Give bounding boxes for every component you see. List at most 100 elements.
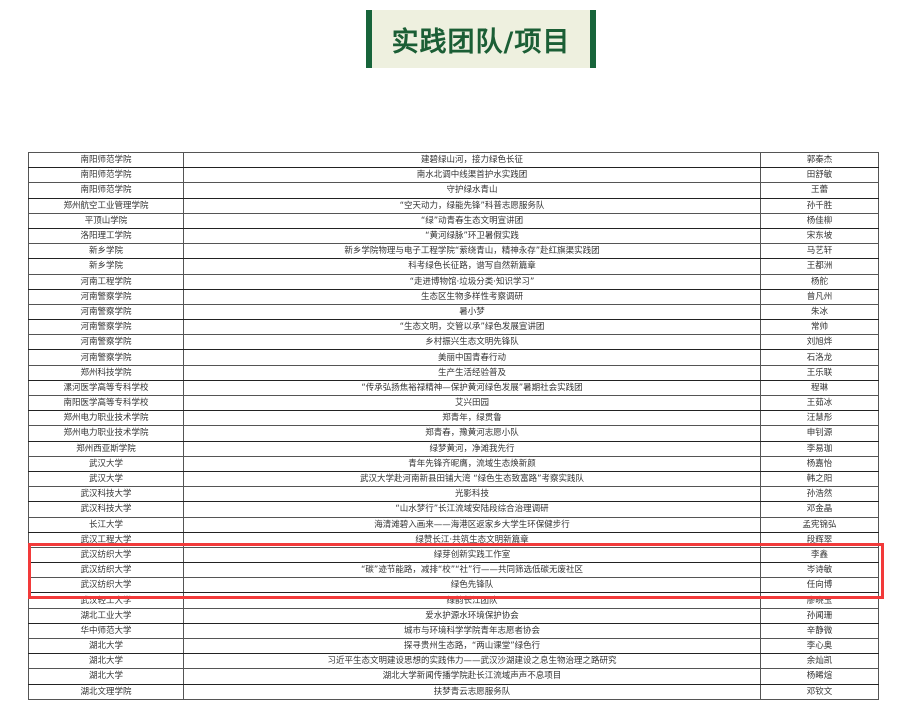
project-cell: “空天动力，绿能先锋”科普志愿服务队: [183, 197, 761, 214]
leader-cell: 田舒敏: [760, 167, 879, 184]
table-row: 湖北大学 湖北大学新闻传播学院赴长江流域声声不息项目 杨晞煊: [28, 668, 879, 685]
project-cell: 城市与环境科学学院青年志愿者协会: [183, 622, 761, 640]
leader-cell: 段辉翠: [760, 531, 879, 548]
school-cell: 武汉工程大学: [28, 531, 184, 548]
table-row: 河南警察学院 暑小梦 朱冰: [28, 303, 879, 321]
school-cell: 河南工程学院: [28, 273, 184, 290]
leader-cell: 孟宪锦弘: [760, 516, 879, 533]
school-cell: 河南警察学院: [28, 288, 184, 305]
table-row: 南阳医学高等专科学校 艾兴田园 王茹冰: [28, 394, 879, 412]
table-row: 河南警察学院 乡村振兴生态文明先锋队 刘旭烨: [28, 334, 879, 351]
leader-cell: 杨佳柳: [760, 212, 879, 229]
school-cell: 武汉大学: [28, 470, 184, 488]
school-cell: 武汉科技大学: [28, 486, 184, 503]
teams-table: 南阳师范学院 建碧绿山河，接力绿色长征 郭秦杰 南阳师范学院 南水北调中线渠首护水实践团…: [28, 151, 879, 700]
table-row: 武汉大学 青年先锋齐昵膺，流域生态焕新颜 杨嘉怡: [28, 455, 879, 472]
project-cell: 艾兴田园: [183, 394, 761, 412]
school-cell: 郑州航空工业管理学院: [28, 197, 184, 214]
table-row: 武汉纺织大学 绿芽创新实践工作室 李鑫: [28, 546, 879, 564]
table-row: 湖北大学 探寻贵州生态路，“两山课堂”绿色行 李心奥: [28, 637, 879, 655]
project-cell: 武汉大学赴河南新县田铺大湾 “绿色生态致富路”考察实践队: [183, 470, 761, 488]
leader-cell: 任向博: [760, 577, 879, 594]
school-cell: 南阳师范学院: [28, 167, 184, 184]
school-cell: 武汉纺织大学: [28, 577, 184, 594]
leader-cell: 宋东坡: [760, 227, 879, 245]
project-cell: 生态区生物多样性考察调研: [183, 288, 761, 305]
leader-cell: 余灿凯: [760, 653, 879, 670]
school-cell: 湖北文理学院: [28, 683, 184, 700]
school-cell: 南阳医学高等专科学校: [28, 394, 184, 412]
table-row: 河南警察学院 生态区生物多样性考察调研 曾凡州: [28, 288, 879, 305]
project-cell: 守护绿水青山: [183, 182, 761, 199]
leader-cell: 刘旭烨: [760, 334, 879, 351]
project-cell: 探寻贵州生态路，“两山课堂”绿色行: [183, 637, 761, 655]
school-cell: 新乡学院: [28, 243, 184, 260]
project-cell: 海清滩碧入画来——海港区返家乡大学生环保健步行: [183, 516, 761, 533]
table-row: 南阳师范学院 南水北调中线渠首护水实践团 田舒敏: [28, 167, 879, 184]
leader-cell: 杨晞煊: [760, 668, 879, 685]
table-row: 武汉科技大学 光影科技 孙浩然: [28, 486, 879, 503]
leader-cell: 汪慧彤: [760, 410, 879, 427]
project-cell: 科考绿色长征路，谱写自然新篇章: [183, 258, 761, 275]
leader-cell: 朱冰: [760, 303, 879, 321]
project-cell: 绿赞长江·共筑生态文明新篇章: [183, 531, 761, 548]
project-cell: “山水梦行”长江流域安陆段综合治理调研: [183, 501, 761, 518]
project-cell: 生产生活经验普及: [183, 364, 761, 381]
project-cell: 习近平生态文明建设思想的实践伟力——武汉沙湖建设之息生物治理之路研究: [183, 653, 761, 670]
project-cell: “碳”迹节能路，减排“校”“社”行——共同筛选低碳无废社区: [183, 562, 761, 579]
leader-cell: 邓金晶: [760, 501, 879, 518]
school-cell: 南阳师范学院: [28, 151, 184, 169]
leader-cell: 杨舵: [760, 273, 879, 290]
table-row: 郑州航空工业管理学院 “空天动力，绿能先锋”科普志愿服务队 孙千胜: [28, 197, 879, 214]
project-cell: 建碧绿山河，接力绿色长征: [183, 151, 761, 169]
leader-cell: 李心奥: [760, 637, 879, 655]
school-cell: 河南警察学院: [28, 349, 184, 366]
table-row: 郑州电力职业技术学院 郑青春，豫黄河志愿小队 申钊源: [28, 425, 879, 442]
leader-cell: 王蕾: [760, 182, 879, 199]
school-cell: 武汉科技大学: [28, 501, 184, 518]
leader-cell: 孙浩然: [760, 486, 879, 503]
project-cell: 爱水护源水环境保护协会: [183, 607, 761, 624]
table-row: 新乡学院 科考绿色长征路，谱写自然新篇章 王都洲: [28, 258, 879, 275]
project-cell: 美丽中国青春行动: [183, 349, 761, 366]
table-row: 郑州电力职业技术学院 郑青年，绿贯鲁 汪慧彤: [28, 410, 879, 427]
table-row: 河南警察学院 “生态文明，交管以承”绿色发展宣讲团 常帅: [28, 319, 879, 336]
leader-cell: 韩之阳: [760, 470, 879, 488]
project-cell: 南水北调中线渠首护水实践团: [183, 167, 761, 184]
project-cell: 光影科技: [183, 486, 761, 503]
school-cell: 湖北大学: [28, 637, 184, 655]
school-cell: 南阳师范学院: [28, 182, 184, 199]
project-cell: 乡村振兴生态文明先锋队: [183, 334, 761, 351]
leader-cell: 申钊源: [760, 425, 879, 442]
leader-cell: 辛静微: [760, 622, 879, 640]
table-row: 武汉科技大学 “山水梦行”长江流域安陆段综合治理调研 邓金晶: [28, 501, 879, 518]
table-row: 武汉纺织大学 “碳”迹节能路，减排“校”“社”行——共同筛选低碳无废社区 岑诗敏: [28, 562, 879, 579]
school-cell: 华中师范大学: [28, 622, 184, 640]
table-row: 平顶山学院 “绿”动青春生态文明宣讲团 杨佳柳: [28, 212, 879, 229]
table-row: 武汉纺织大学 绿色先锋队 任向博: [28, 577, 879, 594]
table-row: 武汉大学 武汉大学赴河南新县田铺大湾 “绿色生态致富路”考察实践队 韩之阳: [28, 470, 879, 488]
school-cell: 郑州电力职业技术学院: [28, 425, 184, 442]
table-row: 湖北大学 习近平生态文明建设思想的实践伟力——武汉沙湖建设之息生物治理之路研究 余灿…: [28, 653, 879, 670]
leader-cell: 孙闻珊: [760, 607, 879, 624]
leader-cell: 廖晓玉: [760, 592, 879, 609]
project-cell: 郑青春，豫黄河志愿小队: [183, 425, 761, 442]
leader-cell: 杨嘉怡: [760, 455, 879, 472]
project-cell: 新乡学院物理与电子工程学院“萦绕青山，精神永存”赴红旗渠实践团: [183, 243, 761, 260]
leader-cell: 王乐联: [760, 364, 879, 381]
school-cell: 湖北大学: [28, 668, 184, 685]
table-row: 郑州西亚斯学院 绿梦黄河，净滩我先行 李易珈: [28, 440, 879, 457]
school-cell: 武汉轻工大学: [28, 592, 184, 609]
project-cell: “生态文明，交管以承”绿色发展宣讲团: [183, 319, 761, 336]
project-cell: 青年先锋齐昵膺，流域生态焕新颜: [183, 455, 761, 472]
table-row: 河南警察学院 美丽中国青春行动 石洛龙: [28, 349, 879, 366]
school-cell: 湖北大学: [28, 653, 184, 670]
leader-cell: 邓钦文: [760, 683, 879, 700]
project-cell: 绿梦黄河，净滩我先行: [183, 440, 761, 457]
project-cell: “传承弘扬焦裕禄精神—保护黄河绿色发展”暑期社会实践团: [183, 379, 761, 397]
section-title: 实践团队/项目: [391, 26, 571, 58]
school-cell: 郑州电力职业技术学院: [28, 410, 184, 427]
leader-cell: 孙千胜: [760, 197, 879, 214]
project-cell: “走进博物馆·垃圾分类·知识学习”: [183, 273, 761, 290]
leader-cell: 李鑫: [760, 546, 879, 564]
